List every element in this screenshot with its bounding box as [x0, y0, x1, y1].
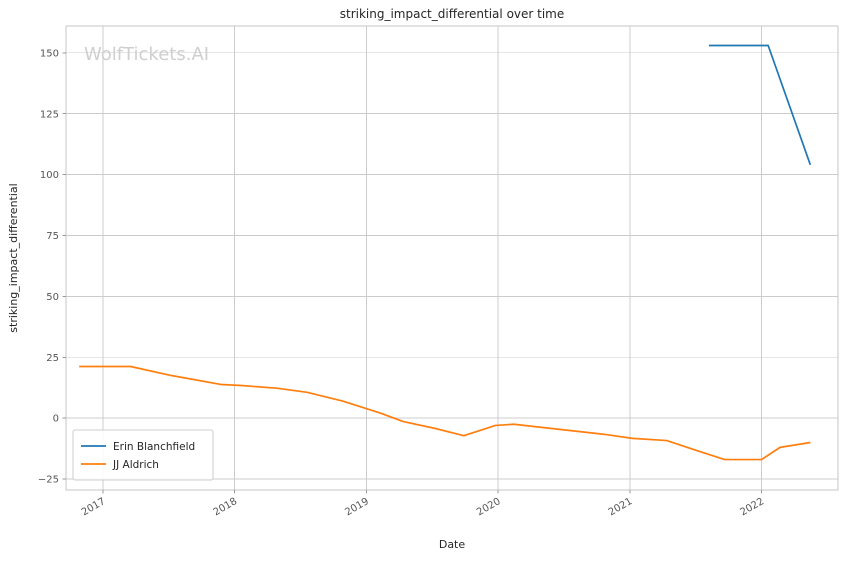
y-tick-label: 50 [46, 292, 59, 303]
data-series-group [79, 44, 812, 461]
y-axis-label: striking_impact_differential [7, 183, 20, 332]
y-tick-label: 25 [46, 353, 59, 364]
watermark-label: WolfTickets.AI [84, 44, 209, 65]
y-tick-label: 75 [46, 231, 59, 242]
legend-box [72, 429, 214, 481]
plot-area-border [65, 25, 839, 491]
x-gridlines [102, 26, 763, 490]
y-tick-label: −25 [38, 475, 59, 486]
y-tick-label: 150 [40, 48, 59, 59]
x-axis-label: Date [439, 538, 466, 551]
series-line-1 [79, 365, 811, 461]
chart-title: striking_impact_differential over time [340, 7, 565, 21]
y-axis-ticks: −25 0 25 50 75 100 125 150 [38, 48, 66, 486]
series-line-0 [708, 44, 812, 166]
y-tick-label: 125 [40, 109, 59, 120]
chart-legend[interactable]: Erin Blanchfield JJ Aldrich [72, 429, 214, 481]
y-tick-label: 100 [40, 170, 59, 181]
legend-label-0[interactable]: Erin Blanchfield [113, 441, 195, 453]
legend-label-1[interactable]: JJ Aldrich [112, 459, 159, 471]
y-tick-label: 0 [53, 414, 59, 425]
